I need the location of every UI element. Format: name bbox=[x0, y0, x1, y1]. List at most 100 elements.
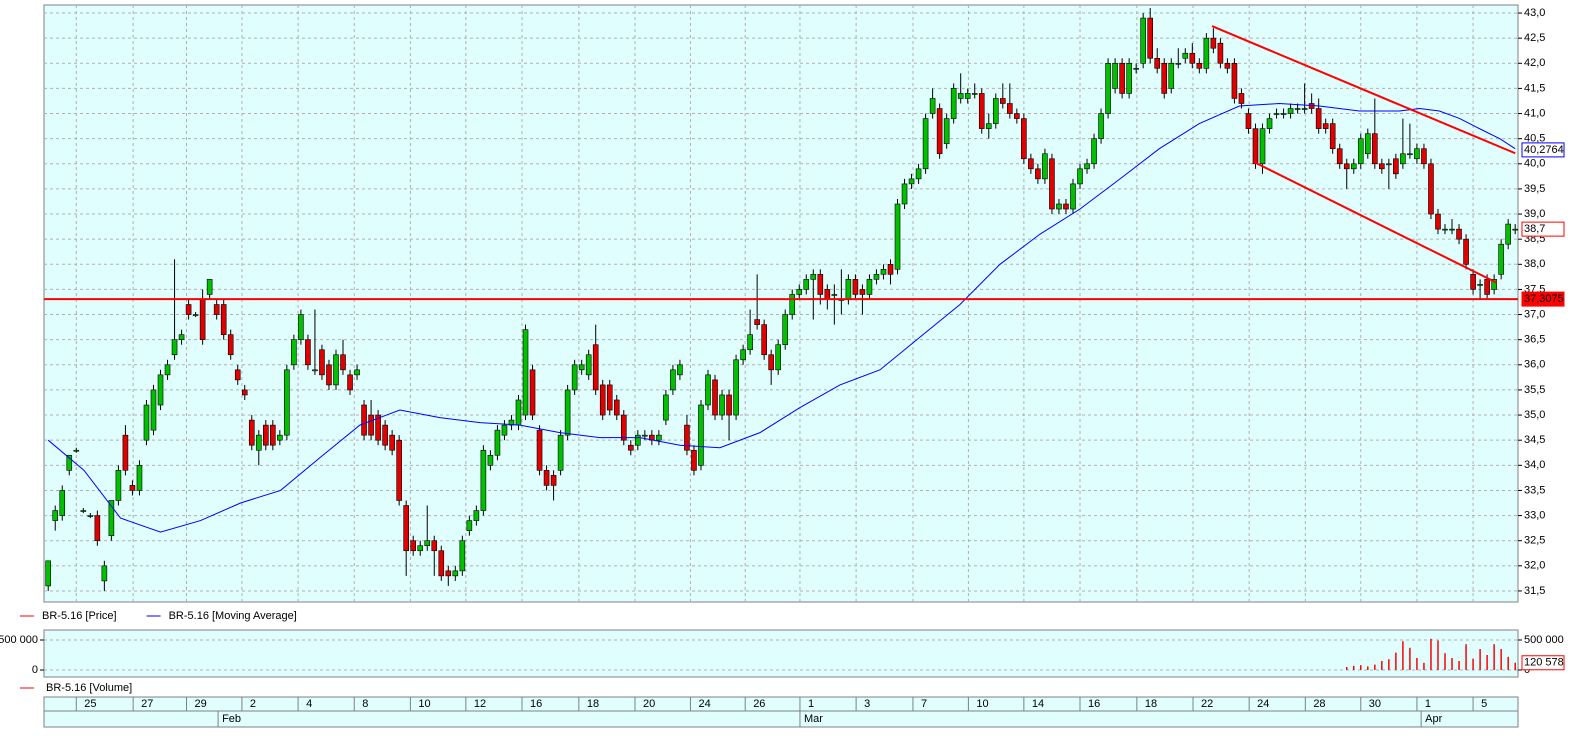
candle-body bbox=[1407, 153, 1413, 156]
candle-body bbox=[52, 510, 59, 521]
candle-body bbox=[319, 349, 325, 376]
moving-average bbox=[47, 102, 1516, 533]
x-tick-label: 28 bbox=[1313, 698, 1325, 710]
candle-body bbox=[922, 118, 929, 170]
candle-body bbox=[1379, 163, 1385, 170]
x-tick-label: 16 bbox=[1088, 698, 1100, 710]
candle-body bbox=[726, 394, 732, 416]
candle-body bbox=[277, 434, 283, 441]
candle-body bbox=[1364, 133, 1371, 155]
candle-body bbox=[859, 289, 866, 295]
candle-body bbox=[94, 515, 101, 541]
candle-body bbox=[1182, 52, 1189, 59]
candle-body bbox=[705, 374, 711, 406]
candle-body bbox=[1091, 138, 1097, 165]
candle-body bbox=[936, 108, 943, 155]
volume-pane bbox=[43, 629, 1519, 678]
candle-body bbox=[227, 334, 234, 356]
candle-body bbox=[326, 364, 332, 386]
candle-body bbox=[747, 334, 753, 351]
candle-body bbox=[480, 449, 487, 511]
candle-body bbox=[220, 304, 227, 335]
candle-body bbox=[978, 93, 985, 129]
candle-body bbox=[599, 384, 606, 416]
ma-last-label-box bbox=[1521, 142, 1565, 158]
candle-body bbox=[1077, 168, 1083, 185]
candle-body bbox=[1217, 42, 1224, 64]
candle-body bbox=[1456, 228, 1462, 240]
candle-body bbox=[178, 334, 185, 340]
hline-label: 37,3075 bbox=[1524, 293, 1564, 305]
candle-body bbox=[873, 274, 880, 280]
candle-body bbox=[1105, 62, 1111, 114]
candle-body bbox=[487, 454, 494, 466]
candle-body bbox=[803, 279, 810, 290]
candle-body bbox=[852, 279, 859, 295]
candle-body bbox=[389, 434, 395, 451]
candle-body bbox=[1498, 243, 1504, 275]
candle-body bbox=[1350, 163, 1357, 170]
month-label: Feb bbox=[222, 713, 241, 725]
candle-body bbox=[1400, 153, 1406, 165]
candle-body bbox=[1154, 57, 1161, 69]
candle-body bbox=[1491, 279, 1497, 290]
ma-last-label: 40,2764 bbox=[1524, 144, 1564, 156]
candle-body bbox=[1336, 148, 1343, 165]
candle-body bbox=[291, 339, 297, 366]
candle-body bbox=[1119, 62, 1125, 94]
candle-body bbox=[501, 424, 508, 436]
candle-body bbox=[241, 389, 248, 396]
candle-body bbox=[1428, 163, 1434, 215]
candle-body bbox=[1477, 284, 1483, 286]
price-last-label-box bbox=[1521, 221, 1565, 237]
candle-body bbox=[1189, 52, 1196, 64]
candle-body bbox=[1372, 133, 1378, 165]
candle-body bbox=[270, 424, 276, 446]
x-tick-label: 10 bbox=[976, 698, 988, 710]
candle-body bbox=[312, 369, 318, 372]
x-tick-label: 22 bbox=[1201, 698, 1213, 710]
candle-body bbox=[571, 364, 578, 391]
candle-body bbox=[971, 93, 978, 95]
candle-body bbox=[1442, 228, 1448, 231]
candle-body bbox=[1512, 228, 1518, 231]
x-tick-label: 10 bbox=[418, 698, 430, 710]
candle-body bbox=[1238, 93, 1245, 104]
candle-body bbox=[66, 454, 73, 471]
candle-body bbox=[1301, 108, 1308, 110]
candle-body bbox=[185, 304, 192, 315]
candle-body bbox=[1386, 163, 1392, 166]
x-tick-label: 26 bbox=[753, 698, 765, 710]
x-tick-label: 27 bbox=[141, 698, 153, 710]
y-tick-label: 33,5 bbox=[1524, 484, 1545, 496]
x-tick-label: 25 bbox=[84, 698, 96, 710]
candle-body bbox=[1056, 203, 1062, 210]
candle-body bbox=[234, 369, 241, 381]
candle-body bbox=[431, 540, 438, 552]
candle-body bbox=[782, 314, 789, 346]
trend-line bbox=[1211, 25, 1516, 155]
candle-body bbox=[1203, 37, 1210, 69]
candle-body bbox=[1280, 113, 1287, 115]
y-tick-label: 35,5 bbox=[1524, 384, 1545, 396]
candle-body bbox=[361, 404, 367, 436]
candle-body bbox=[333, 354, 339, 386]
candle-body bbox=[1294, 108, 1301, 110]
candle-body bbox=[1224, 62, 1231, 69]
candle-body bbox=[529, 369, 536, 416]
candle-body bbox=[1098, 113, 1104, 139]
candle-body bbox=[248, 419, 255, 446]
candle-body bbox=[915, 168, 922, 180]
y-tick-label: 34,0 bbox=[1524, 459, 1545, 471]
y-tick-label: 39,5 bbox=[1524, 183, 1545, 195]
candle-body bbox=[1484, 279, 1490, 295]
candle-body bbox=[985, 123, 992, 129]
y-tick-label: 31,5 bbox=[1524, 585, 1545, 597]
candle-body bbox=[1343, 163, 1350, 170]
candle-body bbox=[684, 424, 690, 451]
candle-body bbox=[831, 294, 838, 296]
candle-body bbox=[1287, 108, 1294, 114]
x-tick-label: 3 bbox=[864, 698, 870, 710]
candle-body bbox=[522, 329, 529, 416]
